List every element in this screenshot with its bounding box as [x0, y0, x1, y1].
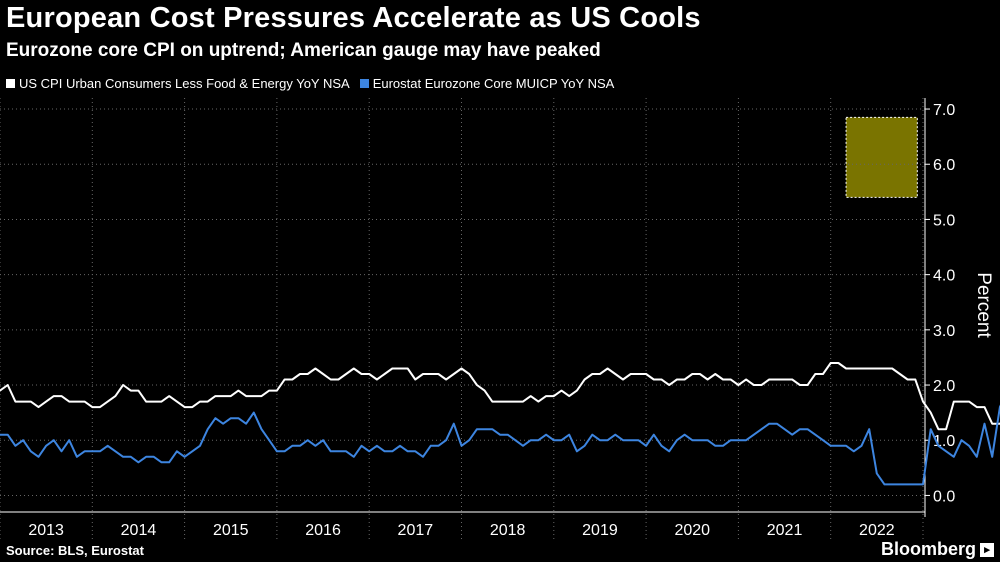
brand-name: Bloomberg: [880, 539, 976, 559]
legend: US CPI Urban Consumers Less Food & Energ…: [6, 76, 614, 91]
brand-logo: Bloomberg ▸: [881, 539, 994, 560]
chart-subtitle: Eurozone core CPI on uptrend; American g…: [6, 40, 601, 61]
legend-label-eurozone: Eurostat Eurozone Core MUICP YoY NSA: [372, 76, 615, 91]
y-tick-label: 0.0: [933, 488, 955, 505]
chart-title: European Cost Pressures Accelerate as US…: [6, 2, 701, 34]
legend-label-us: US CPI Urban Consumers Less Food & Energ…: [19, 76, 350, 91]
legend-swatch-us: [6, 79, 15, 88]
y-tick-label: 5.0: [933, 212, 955, 229]
legend-item-eurozone: Eurostat Eurozone Core MUICP YoY NSA: [359, 76, 615, 91]
brand-mark-icon: ▸: [980, 542, 994, 557]
y-tick-label: 4.0: [933, 268, 955, 285]
x-tick-label: 2020: [674, 522, 710, 539]
legend-item-us: US CPI Urban Consumers Less Food & Energ…: [6, 76, 350, 91]
x-tick-label: 2022: [859, 522, 895, 539]
x-tick-label: 2021: [767, 522, 803, 539]
source-note: Source: BLS, Eurostat: [6, 543, 144, 558]
y-axis-label: Percent: [973, 272, 994, 338]
y-tick-label: 2.0: [933, 378, 955, 395]
x-tick-label: 2018: [490, 522, 526, 539]
x-tick-label: 2013: [28, 522, 64, 539]
x-tick-label: 2015: [213, 522, 249, 539]
x-tick-label: 2016: [305, 522, 341, 539]
x-tick-label: 2019: [582, 522, 618, 539]
y-tick-label: 7.0: [933, 102, 955, 119]
legend-swatch-eurozone: [359, 79, 369, 88]
y-tick-label: 6.0: [933, 157, 955, 174]
x-tick-label: 2014: [121, 522, 157, 539]
series-line-eurozone-core-cpi: [0, 404, 1000, 486]
x-tick-label: 2017: [398, 522, 434, 539]
y-tick-label: 3.0: [933, 323, 955, 340]
highlight-box: [845, 116, 918, 198]
series-line-us-core-cpi: [0, 362, 1000, 431]
